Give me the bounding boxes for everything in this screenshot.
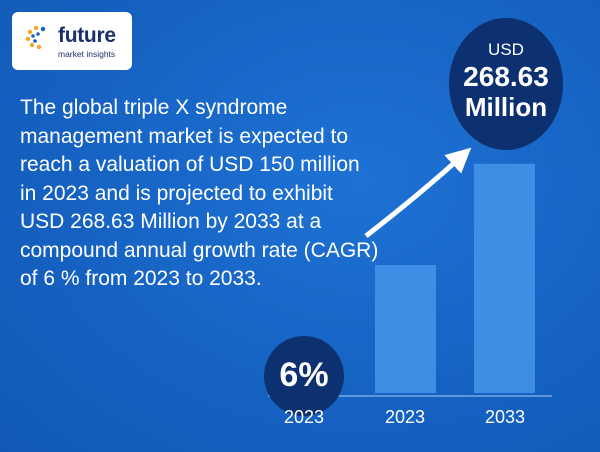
value-badge-unit: Million: [465, 92, 547, 122]
cagr-badge: [264, 336, 344, 416]
logo-tagline: market insights: [58, 49, 116, 59]
logo-brand: future: [58, 24, 116, 47]
bar-2023-market: [375, 265, 436, 393]
value-badge-amount: 268.63: [463, 61, 549, 92]
bar-2033-market: [474, 163, 535, 393]
value-badge: [449, 18, 563, 150]
x-tick-label-2: 2023: [385, 407, 425, 427]
growth-arrow-icon: [364, 147, 472, 238]
value-badge-currency: USD: [488, 40, 524, 59]
cagr-badge-text: 6%: [279, 356, 328, 394]
sunburst-logo-icon: [25, 25, 46, 50]
headline-text: The global triple X syndrome management …: [20, 96, 379, 290]
x-tick-label-3: 2033: [485, 407, 525, 427]
x-tick-label-1: 2023: [284, 407, 324, 427]
logo: future market insights: [12, 12, 132, 70]
